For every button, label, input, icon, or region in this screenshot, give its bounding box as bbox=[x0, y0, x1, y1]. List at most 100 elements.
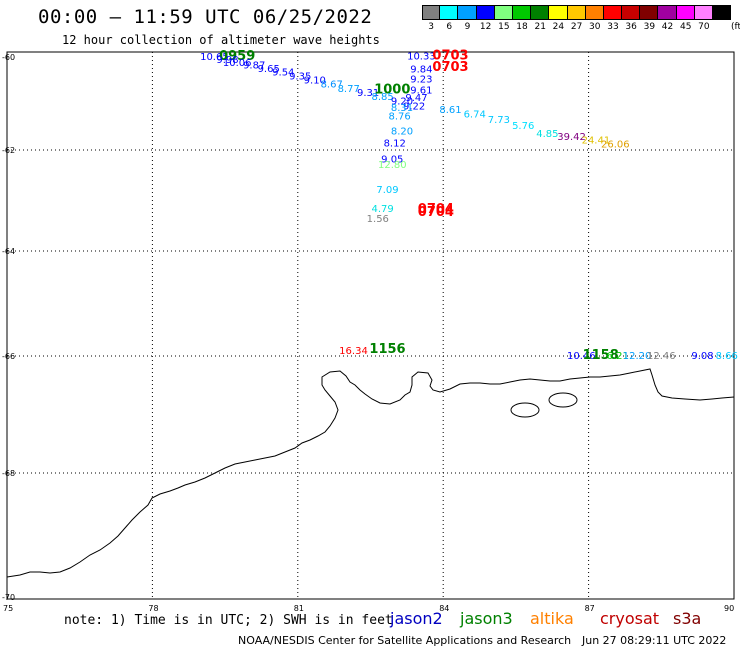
wave-height-label: 9.05 bbox=[381, 155, 403, 166]
colorbar-bin: 36 bbox=[622, 5, 641, 32]
pass-time-label: 1156 bbox=[369, 342, 405, 357]
latitude-tick-label: -60 bbox=[2, 53, 15, 62]
longitude-tick-label: 78 bbox=[148, 604, 158, 613]
colorbar-swatch bbox=[494, 5, 513, 20]
wave-height-label: 9.22 bbox=[403, 102, 425, 113]
wave-height-label: 9.84 bbox=[410, 64, 432, 75]
wave-height-label: 12.20 bbox=[623, 351, 652, 362]
colorbar-swatch bbox=[458, 5, 477, 20]
latitude-tick-label: -66 bbox=[2, 352, 15, 361]
wave-height-label: 12.46 bbox=[647, 351, 676, 362]
colorbar-bin: 18 bbox=[512, 5, 532, 32]
wave-height-label: 24.41 bbox=[582, 136, 611, 147]
colorbar-swatch bbox=[512, 5, 532, 20]
colorbar-label: 45 bbox=[679, 22, 692, 32]
wave-height-label: 9.20 bbox=[391, 96, 413, 107]
coastal-island bbox=[510, 402, 540, 418]
map-frame bbox=[6, 51, 735, 600]
wave-height-label: 9.54 bbox=[272, 68, 294, 79]
colorbar-bin: 33 bbox=[603, 5, 623, 32]
colorbar-swatch bbox=[676, 5, 695, 20]
legend-jason3: jason3 bbox=[460, 609, 513, 628]
colorbar-label: 30 bbox=[589, 22, 601, 32]
wave-height-label: 9.47 bbox=[405, 93, 427, 104]
colorbar-label: 36 bbox=[625, 22, 637, 32]
colorbar-bin: 6 bbox=[440, 5, 459, 32]
colorbar-bin: 24 bbox=[549, 5, 568, 32]
colorbar-bin: 15 bbox=[494, 5, 513, 32]
colorbar-bin: 9 bbox=[458, 5, 477, 32]
longitude-tick-label: 84 bbox=[439, 604, 449, 613]
wave-height-label: 6.21 bbox=[607, 351, 629, 362]
colorbar-swatch bbox=[585, 5, 604, 20]
wave-height-label: 8.20 bbox=[391, 127, 413, 138]
colorbar-label: 15 bbox=[498, 22, 510, 32]
pass-time-label: 0704 bbox=[418, 202, 454, 217]
wave-height-label: 8.85 bbox=[371, 92, 393, 103]
page-subtitle: 12 hour collection of altimeter wave hei… bbox=[62, 33, 380, 47]
wave-height-label: 8.31 bbox=[391, 103, 413, 114]
coastal-island bbox=[548, 392, 578, 408]
wave-height-label: 8.77 bbox=[338, 84, 360, 95]
wave-height-label: 9.10 bbox=[304, 76, 326, 87]
wave-height-label: 9.35 bbox=[289, 71, 311, 82]
pass-time-label: 1158 bbox=[583, 348, 619, 363]
wave-height-label: 8.12 bbox=[384, 139, 406, 150]
colorbar-bin: 21 bbox=[531, 5, 550, 32]
wave-height-label: 10.33 bbox=[407, 51, 436, 62]
axis-tick-labels: 75 78 81 84 87 90 -60 -62 -64 -66 -68 -70 bbox=[2, 53, 734, 613]
wave-height-label: 7.09 bbox=[376, 185, 398, 196]
wave-height-label: 6.74 bbox=[464, 109, 486, 120]
antarctic-coastline bbox=[6, 368, 735, 578]
latitude-tick-label: -62 bbox=[2, 146, 15, 155]
colorbar-label: 39 bbox=[643, 22, 656, 32]
colorbar-bin: 12 bbox=[476, 5, 495, 32]
wave-height-label: 16.34 bbox=[339, 346, 368, 357]
wave-height-label: 4.79 bbox=[371, 204, 393, 215]
colorbar-swatch bbox=[476, 5, 495, 20]
colorbar-label: 42 bbox=[661, 22, 674, 32]
wave-height-label: 10.65 bbox=[200, 52, 229, 63]
colorbar-label: 27 bbox=[570, 22, 583, 32]
footnote: note: 1) Time is in UTC; 2) SWH is in fe… bbox=[64, 613, 393, 628]
colorbar-swatch bbox=[640, 5, 659, 20]
pass-time-label: 0703 bbox=[432, 60, 468, 75]
wave-height-label: 9.31 bbox=[357, 88, 379, 99]
legend-cryosat: cryosat bbox=[600, 609, 660, 628]
colorbar-bin: 45 bbox=[676, 5, 695, 32]
colorbar-bin: 39 bbox=[640, 5, 659, 32]
wave-height-label: 7.73 bbox=[488, 115, 510, 126]
latitude-tick-label: -64 bbox=[2, 247, 15, 256]
colorbar-swatch bbox=[713, 5, 732, 20]
wave-height-label: 8.76 bbox=[388, 111, 410, 122]
colorbar-label: 33 bbox=[607, 22, 619, 32]
longitude-tick-label: 75 bbox=[3, 604, 13, 613]
colorbar-swatch bbox=[531, 5, 550, 20]
colorbar-unit: (ft) bbox=[731, 22, 740, 32]
wave-height-label: 8.66 bbox=[716, 351, 738, 362]
wave-height-colorbar: 3 6 9 12 15 18 21 24 27 30 33 36 39 42 45 70 bbox=[422, 5, 732, 32]
wave-height-label: 9.87 bbox=[243, 61, 265, 72]
colorbar-swatch bbox=[549, 5, 568, 20]
wave-height-label: 10.46 bbox=[567, 351, 596, 362]
colorbar-label: 6 bbox=[446, 22, 453, 32]
wave-height-label: 9.98 bbox=[216, 55, 238, 66]
longitude-tick-label: 87 bbox=[585, 604, 595, 613]
legend-jason2: jason2 bbox=[390, 609, 443, 628]
colorbar-bin: 3 bbox=[422, 5, 441, 32]
wave-height-label: 1.56 bbox=[367, 214, 389, 225]
colorbar-swatch bbox=[567, 5, 586, 20]
longitude-tick-label: 90 bbox=[724, 604, 734, 613]
graticule bbox=[7, 52, 734, 599]
colorbar-label: 21 bbox=[534, 22, 546, 32]
colorbar-swatch bbox=[440, 5, 459, 20]
wave-height-label: 10.06 bbox=[223, 58, 252, 69]
wave-height-label: 9.08 bbox=[691, 351, 713, 362]
wave-height-label: 9.61 bbox=[410, 85, 432, 96]
pass-time-label: 0703 bbox=[432, 48, 468, 63]
pass-time-label: 1000 bbox=[374, 82, 410, 97]
wave-height-label: 8.67 bbox=[321, 80, 343, 91]
wave-height-label: 26.06 bbox=[601, 140, 630, 151]
generated-timestamp: Jun 27 08:29:11 UTC 2022 bbox=[582, 634, 727, 647]
